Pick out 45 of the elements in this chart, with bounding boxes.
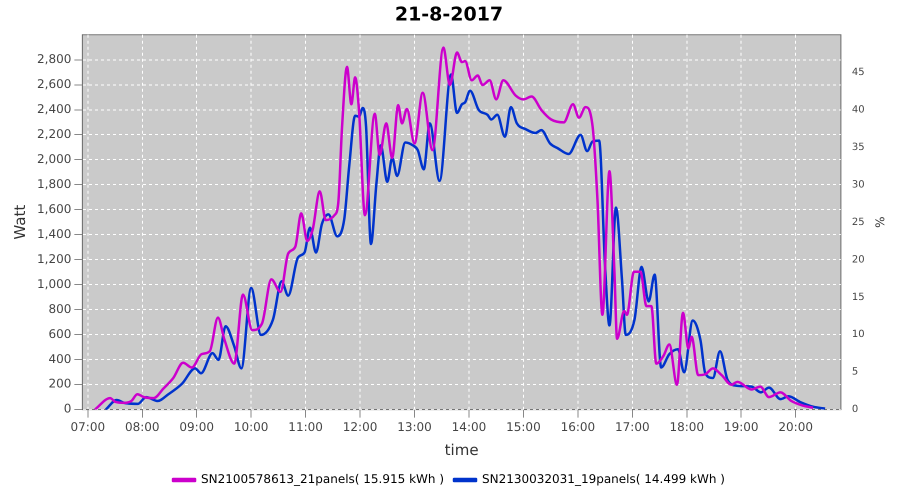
legend-label: SN2100578613_21panels( 15.915 kWh ): [201, 472, 444, 486]
y2-tick-label: 10: [852, 329, 865, 340]
x-tick-label: 14:00: [452, 420, 486, 434]
y-tick-label: 2,000: [36, 152, 72, 166]
x-tick-label: 18:00: [669, 420, 704, 434]
y2-tick-label: 0: [852, 404, 858, 416]
x-tick-label: 20:00: [778, 420, 813, 434]
y-tick-label: 1,800: [36, 176, 72, 191]
y-tick-label: 2,800: [36, 52, 72, 66]
y2-tick-label: 40: [852, 104, 865, 116]
x-tick-label: 11:00: [288, 420, 323, 434]
y-tick-label: 2,600: [36, 76, 72, 91]
y2-tick-label: 5: [852, 366, 858, 378]
x-tick-label: 15:00: [506, 420, 541, 434]
x-tick-label: 13:00: [397, 420, 432, 434]
x-tick-label: 12:00: [342, 420, 378, 434]
x-tick-label: 19:00: [724, 420, 759, 434]
x-tick-label: 16:00: [560, 420, 596, 434]
y2-tick-label: 25: [852, 216, 865, 228]
x-tick-label: 09:00: [179, 420, 214, 434]
x-tick-label: 07:00: [70, 420, 106, 434]
x-axis-title: time: [444, 440, 479, 459]
y-tick-label: 600: [48, 326, 72, 341]
y-tick-label: 800: [48, 302, 72, 316]
x-tick-label: 17:00: [615, 420, 650, 434]
y-tick-label: 1,200: [36, 252, 72, 266]
y2-tick-label: 35: [852, 142, 865, 153]
y-tick-label: 2,400: [36, 102, 72, 116]
y2-tick-label: 20: [852, 254, 865, 266]
y-tick-label: 2,200: [36, 126, 72, 141]
chart-title: 21-8-2017: [394, 3, 504, 26]
y-tick-label: 1,000: [36, 276, 72, 291]
y-tick-label: 0: [64, 402, 72, 416]
y2-tick-label: 15: [852, 292, 865, 303]
y-tick-label: 1,400: [36, 226, 72, 241]
y-tick-label: 400: [48, 352, 72, 366]
y2-tick-label: 30: [852, 179, 865, 190]
y2-axis-title: %: [872, 216, 887, 228]
legend-label: SN2130032031_19panels( 14.499 kWh ): [482, 472, 725, 486]
y-axis-title: Watt: [10, 204, 29, 240]
y2-tick-label: 45: [852, 66, 865, 78]
y-tick-label: 200: [48, 376, 72, 391]
x-tick-label: 08:00: [124, 420, 160, 434]
y-tick-label: 1,600: [36, 202, 72, 216]
x-tick-label: 10:00: [234, 420, 268, 434]
